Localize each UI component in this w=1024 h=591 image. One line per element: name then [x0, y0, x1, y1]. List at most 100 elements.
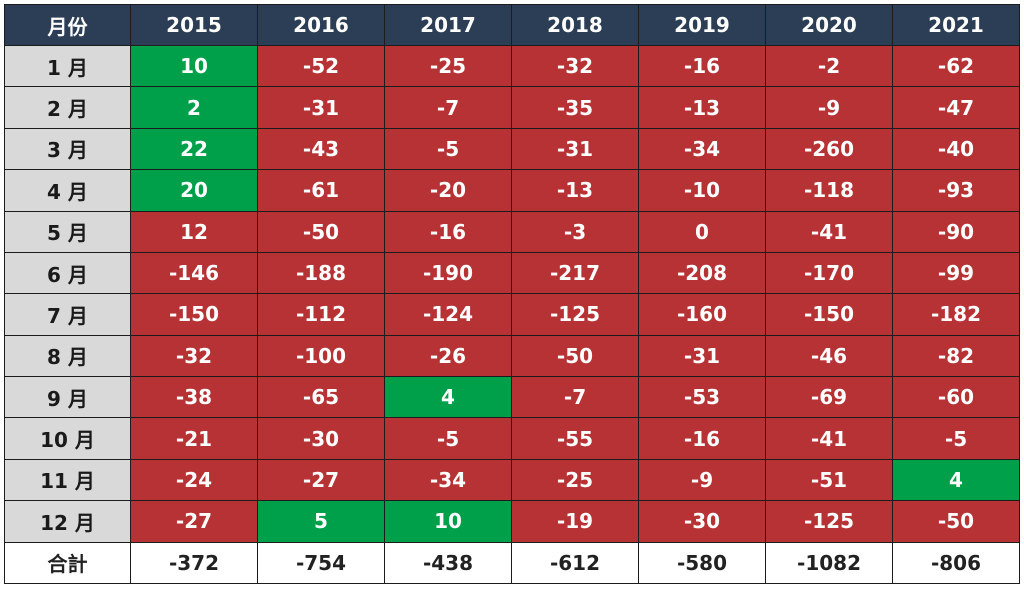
value-cell: -31	[511, 127, 639, 171]
year-header: 2015	[130, 4, 258, 46]
value-cell: -47	[892, 86, 1020, 129]
value-cell: 0	[638, 210, 766, 253]
monthly-returns-table: 月份 2015 2016 2017 2018 2019 2020 2021 1 月 10 -52…	[4, 4, 1020, 584]
value-cell: 22	[130, 127, 258, 171]
value-cell: -50	[892, 500, 1020, 543]
year-header: 2017	[384, 4, 512, 46]
month-label: 12 月	[4, 500, 131, 543]
year-header: 2020	[765, 4, 893, 46]
value-cell: -217	[511, 251, 639, 295]
value-cell: -150	[130, 293, 258, 336]
value-cell: -31	[638, 334, 766, 378]
value-cell: -53	[638, 375, 766, 419]
value-cell: -21	[130, 417, 258, 460]
value-cell: -13	[511, 169, 639, 212]
month-label: 5 月	[4, 210, 131, 253]
table-row: 2 月 2 -31 -7 -35 -13 -9 -47	[4, 86, 1020, 129]
value-cell: -16	[638, 44, 766, 88]
value-cell: 5	[257, 500, 385, 543]
value-cell: 2	[130, 86, 258, 129]
value-cell: -55	[511, 417, 639, 460]
value-cell: -125	[765, 500, 893, 543]
value-cell: -112	[257, 293, 385, 336]
value-cell: -16	[638, 417, 766, 460]
value-cell: -41	[765, 210, 893, 253]
value-cell: -32	[130, 334, 258, 378]
value-cell: -50	[511, 334, 639, 378]
value-cell: -10	[638, 169, 766, 212]
value-cell: -51	[765, 458, 893, 502]
total-row: 合計 -372 -754 -438 -612 -580 -1082 -806	[4, 541, 1020, 584]
value-cell: -34	[384, 458, 512, 502]
value-cell: -62	[892, 44, 1020, 88]
month-label: 10 月	[4, 417, 131, 460]
value-cell: -124	[384, 293, 512, 336]
table-row: 11 月 -24 -27 -34 -25 -9 -51 4	[4, 458, 1020, 502]
total-cell: -754	[257, 541, 385, 584]
value-cell: -27	[130, 500, 258, 543]
value-cell: -118	[765, 169, 893, 212]
value-cell: 20	[130, 169, 258, 212]
value-cell: -208	[638, 251, 766, 295]
value-cell: -188	[257, 251, 385, 295]
value-cell: -31	[257, 86, 385, 129]
year-header: 2019	[638, 4, 766, 46]
table-row: 7 月 -150 -112 -124 -125 -160 -150 -182	[4, 293, 1020, 336]
total-cell: -1082	[765, 541, 893, 584]
value-cell: -38	[130, 375, 258, 419]
value-cell: -52	[257, 44, 385, 88]
value-cell: -3	[511, 210, 639, 253]
value-cell: -41	[765, 417, 893, 460]
year-header: 2018	[511, 4, 639, 46]
value-cell: -27	[257, 458, 385, 502]
total-cell: -612	[511, 541, 639, 584]
value-cell: -5	[892, 417, 1020, 460]
table-row: 5 月 12 -50 -16 -3 0 -41 -90	[4, 210, 1020, 253]
value-cell: 10	[384, 500, 512, 543]
month-label: 8 月	[4, 334, 131, 378]
table-row: 9 月 -38 -65 4 -7 -53 -69 -60	[4, 375, 1020, 419]
table-row: 8 月 -32 -100 -26 -50 -31 -46 -82	[4, 334, 1020, 378]
value-cell: -32	[511, 44, 639, 88]
value-cell: -160	[638, 293, 766, 336]
total-cell: -372	[130, 541, 258, 584]
value-cell: -20	[384, 169, 512, 212]
value-cell: -61	[257, 169, 385, 212]
value-cell: 4	[892, 458, 1020, 502]
value-cell: -93	[892, 169, 1020, 212]
value-cell: -30	[257, 417, 385, 460]
value-cell: -5	[384, 127, 512, 171]
total-cell: -438	[384, 541, 512, 584]
table-row: 10 月 -21 -30 -5 -55 -16 -41 -5	[4, 417, 1020, 460]
month-label: 3 月	[4, 127, 131, 171]
value-cell: 10	[130, 44, 258, 88]
value-cell: -60	[892, 375, 1020, 419]
value-cell: -13	[638, 86, 766, 129]
value-cell: -9	[765, 86, 893, 129]
year-header: 2021	[892, 4, 1020, 46]
month-label: 9 月	[4, 375, 131, 419]
value-cell: 4	[384, 375, 512, 419]
value-cell: -46	[765, 334, 893, 378]
table-row: 4 月 20 -61 -20 -13 -10 -118 -93	[4, 169, 1020, 212]
value-cell: -35	[511, 86, 639, 129]
value-cell: -125	[511, 293, 639, 336]
value-cell: -9	[638, 458, 766, 502]
month-label: 2 月	[4, 86, 131, 129]
value-cell: -26	[384, 334, 512, 378]
value-cell: -30	[638, 500, 766, 543]
value-cell: -24	[130, 458, 258, 502]
value-cell: -69	[765, 375, 893, 419]
value-cell: -146	[130, 251, 258, 295]
year-header: 2016	[257, 4, 385, 46]
total-cell: -806	[892, 541, 1020, 584]
value-cell: -65	[257, 375, 385, 419]
value-cell: -99	[892, 251, 1020, 295]
table-row: 6 月 -146 -188 -190 -217 -208 -170 -99	[4, 251, 1020, 295]
value-cell: -2	[765, 44, 893, 88]
month-label: 6 月	[4, 251, 131, 295]
total-label: 合計	[4, 541, 131, 584]
value-cell: -90	[892, 210, 1020, 253]
value-cell: -260	[765, 127, 893, 171]
value-cell: -190	[384, 251, 512, 295]
